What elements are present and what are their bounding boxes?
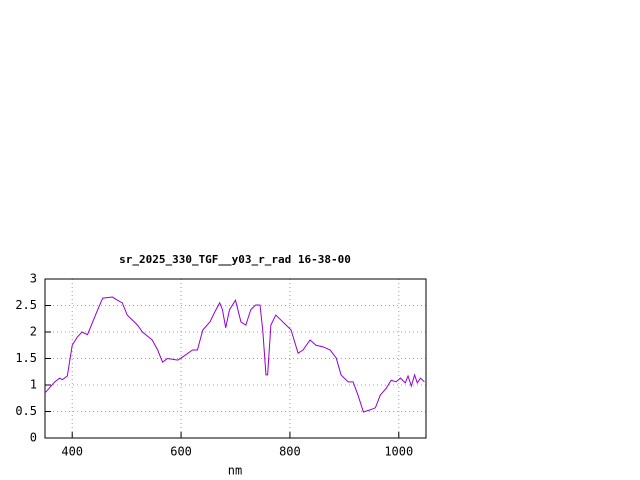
chart-title: sr_2025_330_TGF__y03_r_rad 16-38-00 — [119, 253, 351, 266]
x-axis-label: nm — [228, 464, 242, 478]
y-tick-label: 1.5 — [15, 351, 37, 365]
y-tick-label: 3 — [30, 272, 37, 286]
plot-frame — [44, 278, 427, 439]
y-tick-label: 0.5 — [15, 404, 37, 418]
x-tick-label: 1000 — [384, 445, 413, 459]
data-line — [44, 296, 425, 413]
x-tick-label: 600 — [170, 445, 192, 459]
y-tick-label: 2.5 — [15, 298, 37, 312]
y-tick-label: 1 — [30, 378, 37, 392]
x-tick-label: 800 — [279, 445, 301, 459]
x-tick-label: 400 — [61, 445, 83, 459]
y-tick-label: 2 — [30, 325, 37, 339]
y-tick-label: 0 — [30, 431, 37, 445]
